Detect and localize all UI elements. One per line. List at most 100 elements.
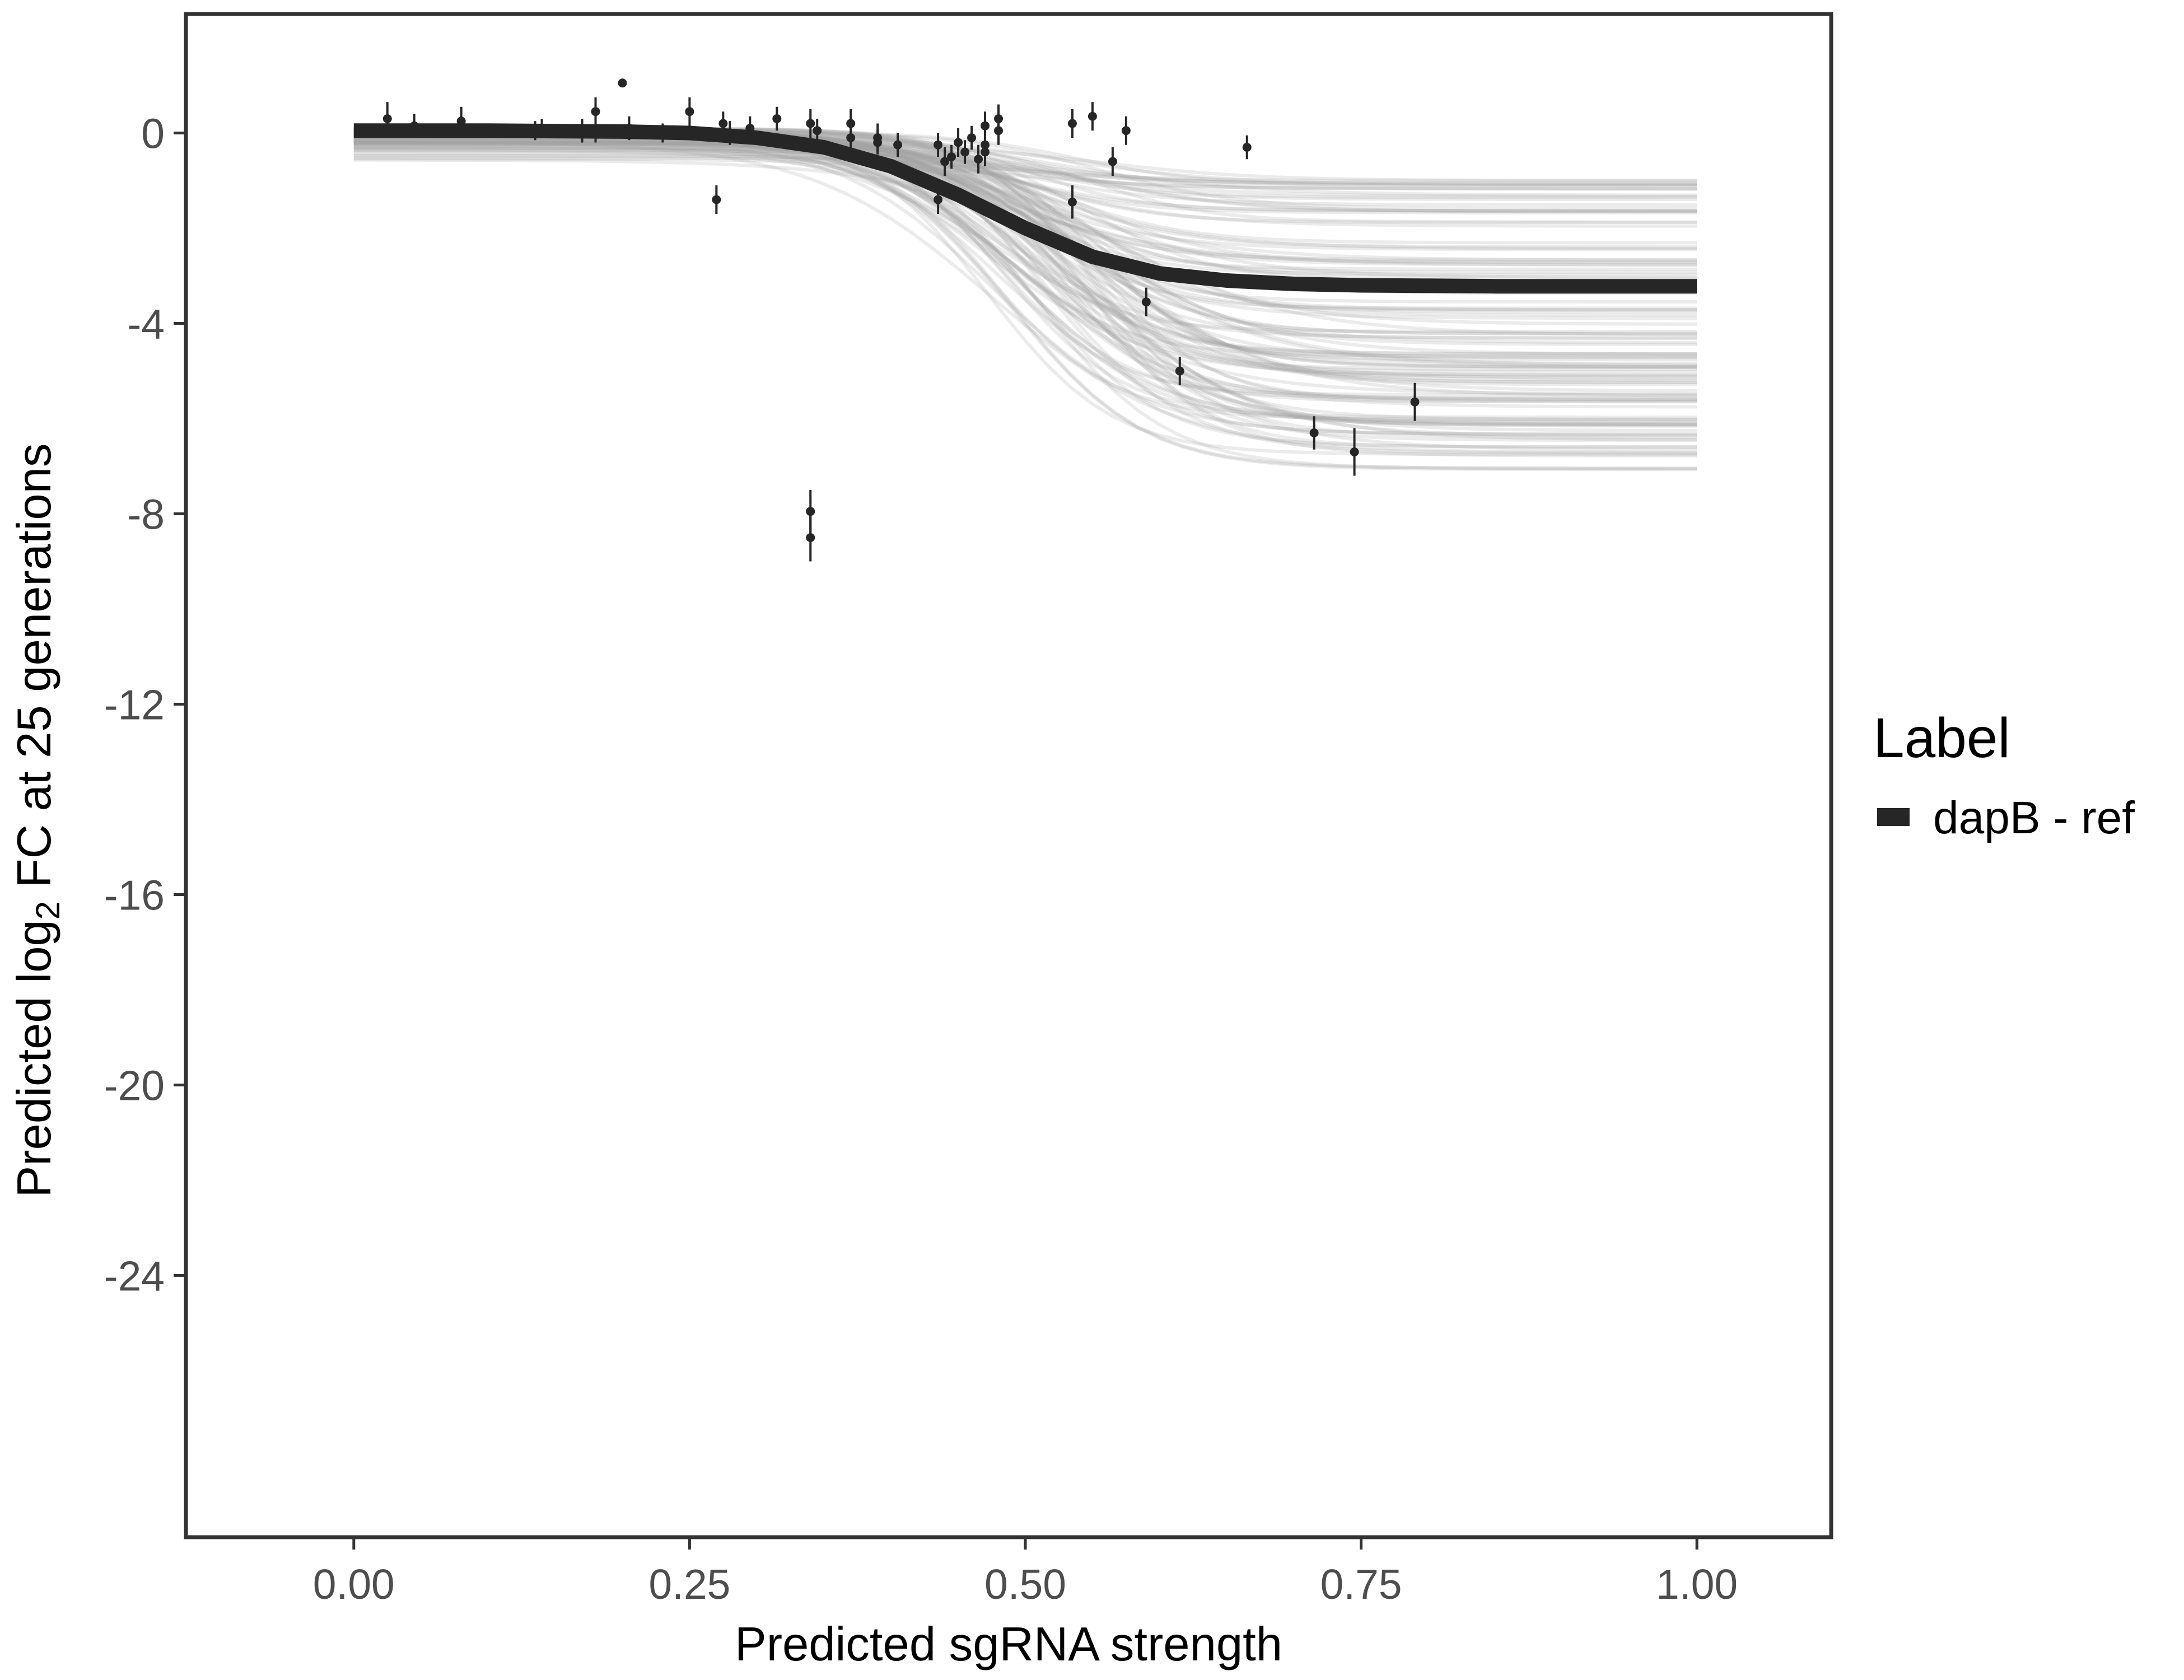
posterior-draw-line	[353, 142, 1697, 335]
posterior-draw-line	[353, 154, 1697, 183]
data-point	[577, 126, 587, 136]
data-point	[806, 507, 815, 516]
data-point	[1410, 397, 1420, 407]
posterior-draw-line	[353, 156, 1697, 264]
data-point	[813, 126, 822, 136]
posterior-draw-line	[353, 148, 1697, 310]
y-tick-label: -12	[104, 682, 165, 729]
data-point	[873, 138, 883, 147]
posterior-draw-line	[353, 141, 1697, 262]
data-point	[1350, 447, 1359, 456]
posterior-draw-line	[353, 152, 1697, 199]
posterior-draw-line	[353, 150, 1697, 400]
data-point	[718, 119, 728, 128]
x-axis-title: Predicted sgRNA strength	[735, 1618, 1282, 1671]
posterior-draw-line	[353, 158, 1697, 267]
fit-curves	[353, 123, 1697, 294]
data-point	[382, 114, 392, 123]
data-point	[591, 107, 600, 116]
posterior-draw-line	[353, 137, 1697, 312]
posterior-draw-line	[353, 146, 1697, 214]
data-points	[382, 78, 1420, 562]
data-point	[981, 121, 990, 130]
y-axis-title-subscript: 2	[29, 901, 67, 920]
posterior-draw-line	[353, 142, 1697, 384]
y-tick-label: 0	[141, 110, 165, 157]
legend-key-dapb-ref	[1877, 808, 1910, 826]
posterior-draw-line	[353, 142, 1697, 312]
posterior-draw-line	[353, 141, 1697, 245]
posterior-draw-line	[353, 144, 1697, 472]
data-point	[685, 107, 694, 116]
posterior-draw-line	[353, 141, 1697, 380]
y-axis-title-suffix: FC at 25 generations	[8, 444, 61, 901]
posterior-draw-line	[353, 141, 1697, 356]
posterior-draw-line	[353, 139, 1697, 369]
data-point	[947, 152, 956, 161]
x-tick-label: 0.75	[1320, 1561, 1402, 1608]
posterior-draw-line	[353, 144, 1697, 326]
data-point	[624, 124, 634, 133]
data-point	[934, 195, 943, 204]
posterior-draw-line	[353, 143, 1697, 346]
data-point	[725, 128, 735, 138]
posterior-draw-line	[353, 142, 1697, 183]
y-tick-label: -20	[104, 1062, 165, 1109]
data-point	[1108, 157, 1117, 166]
data-point	[940, 157, 950, 166]
data-point	[934, 140, 943, 150]
posterior-draws	[353, 127, 1697, 472]
y-tick-label: -8	[127, 491, 165, 538]
posterior-draw-line	[353, 141, 1697, 262]
data-point	[806, 119, 815, 128]
posterior-draw-line	[353, 141, 1697, 190]
data-point	[893, 140, 903, 150]
posterior-draw-line	[353, 148, 1697, 190]
posterior-draw-line	[353, 138, 1697, 224]
x-tick-label: 1.00	[1656, 1561, 1738, 1608]
data-point	[967, 133, 977, 142]
data-point	[456, 116, 466, 126]
y-axis-title: Predicted log2 FC at 25 generations	[8, 444, 67, 1198]
data-point	[974, 155, 983, 164]
y-axis-title-prefix: Predicted log	[8, 920, 61, 1197]
posterior-draw-line	[353, 157, 1697, 191]
data-point	[981, 147, 990, 157]
data-point	[954, 138, 963, 147]
data-point	[1088, 111, 1097, 121]
y-tick-label: -16	[104, 872, 165, 919]
posterior-draw-line	[353, 141, 1697, 202]
posterior-draw-line	[353, 140, 1697, 455]
data-point	[806, 533, 815, 542]
data-point	[1067, 197, 1077, 207]
y-tick-label: -4	[127, 301, 165, 348]
data-point	[537, 124, 547, 133]
data-point	[658, 128, 668, 138]
data-point	[1242, 143, 1252, 152]
series-line-dapb-ref	[353, 123, 1697, 294]
posterior-draw-line	[353, 144, 1697, 367]
plot-panel-border	[184, 12, 1833, 1539]
x-axis: 0.00 0.25 0.50 0.75 1.00	[313, 1539, 1738, 1608]
posterior-draw-line	[353, 141, 1697, 374]
posterior-draw-line	[353, 138, 1697, 421]
posterior-draw-line	[353, 146, 1697, 451]
data-point	[846, 133, 856, 142]
data-point	[712, 195, 721, 204]
posterior-draw-line	[353, 140, 1697, 449]
data-point	[772, 114, 782, 123]
posterior-draw-line	[353, 139, 1697, 449]
posterior-draw-line	[353, 147, 1697, 360]
x-tick-label: 0.25	[648, 1561, 730, 1608]
data-point	[618, 78, 627, 88]
y-tick-label: -24	[104, 1253, 165, 1300]
posterior-draw-line	[353, 142, 1697, 368]
posterior-draw-line	[353, 153, 1697, 186]
posterior-draw-line	[353, 137, 1697, 437]
posterior-draw-line	[353, 141, 1697, 213]
data-point	[1175, 366, 1184, 376]
x-tick-label: 0.50	[984, 1561, 1066, 1608]
legend-title: Label	[1873, 707, 2010, 769]
data-point	[1309, 428, 1319, 437]
